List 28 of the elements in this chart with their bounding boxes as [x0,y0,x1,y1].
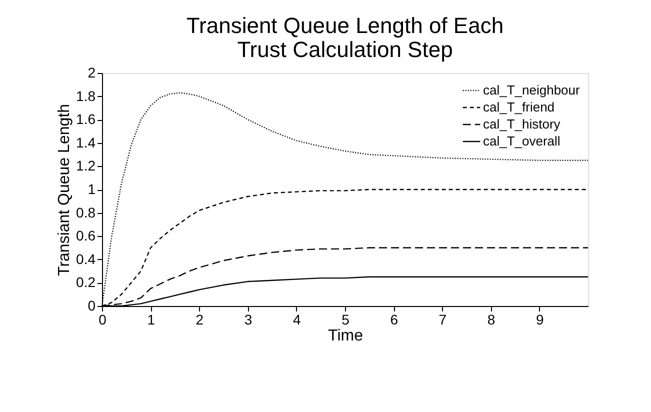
x-tick-label: 1 [147,312,156,328]
legend-label: cal_T_overall [483,134,560,148]
legend-label: cal_T_neighbour [483,82,581,98]
chart-title: Transient Queue Length of Each Trust Calculation Step [186,13,504,62]
y-tick-label: 1 [88,181,96,197]
y-tick-label: 0.6 [76,228,96,244]
y-tick-label: 1.8 [76,88,96,104]
y-tick-label: 0.2 [76,274,96,290]
x-tick-label: 5 [342,312,350,328]
legend-label: cal_T_friend [483,100,555,114]
y-tick-label: 0 [88,298,96,314]
x-tick-label: 3 [244,312,252,328]
y-tick-label: 1.4 [76,134,96,150]
x-tick-label: 0 [98,312,107,328]
y-tick-label: 1.6 [76,111,96,128]
y-axis-title: Transiant Queue Length [56,104,74,276]
x-tick-label: 7 [438,312,447,328]
legend-label: cal_T_history [483,116,561,132]
x-tick-label: 8 [487,312,496,328]
y-tick-label: 0.4 [76,250,96,267]
x-axis-title: Time [328,328,364,344]
x-tick-label: 6 [390,312,398,328]
x-tick-label: 4 [293,312,301,328]
y-tick-label: 0.8 [76,204,96,220]
y-tick-label: 2 [88,64,96,80]
x-tick-label: 9 [536,312,544,328]
y-tick-label: 1.2 [76,158,96,174]
x-tick-label: 2 [196,312,204,328]
